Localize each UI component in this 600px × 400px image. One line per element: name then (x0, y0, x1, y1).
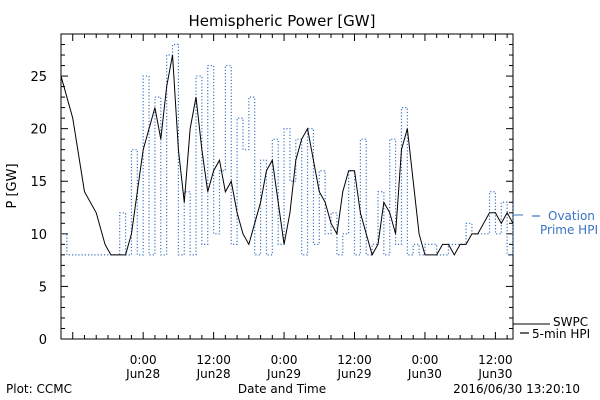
x-tick-date-label: Jun28 (196, 367, 231, 381)
footer-right: 2016/06/30 13:20:10 (453, 382, 580, 396)
legend-ovation-label-1: Ovation (548, 209, 595, 223)
footer-left: Plot: CCMC (6, 382, 72, 396)
x-tick-time-label: 0:00 (130, 353, 157, 367)
y-tick-label: 25 (30, 70, 47, 85)
legend-ovation-label-2: Prime HPI (540, 223, 598, 237)
y-axis-label: P [GW] (5, 163, 20, 208)
y-tick-label: 0 (39, 333, 47, 348)
y-tick-label: 15 (30, 175, 47, 190)
y-tick-label: 5 (39, 280, 47, 295)
y-tick-label: 10 (30, 228, 47, 243)
plot-frame (60, 33, 514, 340)
x-tick-time-label: 12:00 (196, 353, 231, 367)
x-tick-time-label: 12:00 (478, 353, 513, 367)
ovation-prime-hpi-line (61, 43, 514, 256)
legend-swpc-label-2: 5-min HPI (532, 327, 590, 341)
x-tick-date-label: Jun30 (477, 367, 512, 381)
x-tick-date-label: Jun29 (266, 367, 301, 381)
swpc-5-min-hpi-line (60, 54, 514, 257)
x-tick-date-label: Jun29 (336, 367, 371, 381)
x-tick-time-label: 0:00 (271, 353, 298, 367)
y-tick-label: 20 (30, 123, 47, 138)
x-axis-ticks: 0:00Jun2812:00Jun280:00Jun2912:00Jun290:… (60, 34, 513, 381)
x-tick-time-label: 12:00 (337, 353, 372, 367)
x-axis-label: Date and Time (238, 382, 326, 396)
legend-swpc-label-1: SWPC (553, 315, 588, 329)
y-axis-ticks: 0 5 10 15 20 25 (30, 33, 513, 348)
x-tick-date-label: Jun30 (407, 367, 442, 381)
x-tick-time-label: 0:00 (411, 353, 438, 367)
x-tick-date-label: Jun28 (125, 367, 160, 381)
chart-title: Hemispheric Power [GW] (189, 12, 376, 30)
series-layer (60, 43, 514, 257)
